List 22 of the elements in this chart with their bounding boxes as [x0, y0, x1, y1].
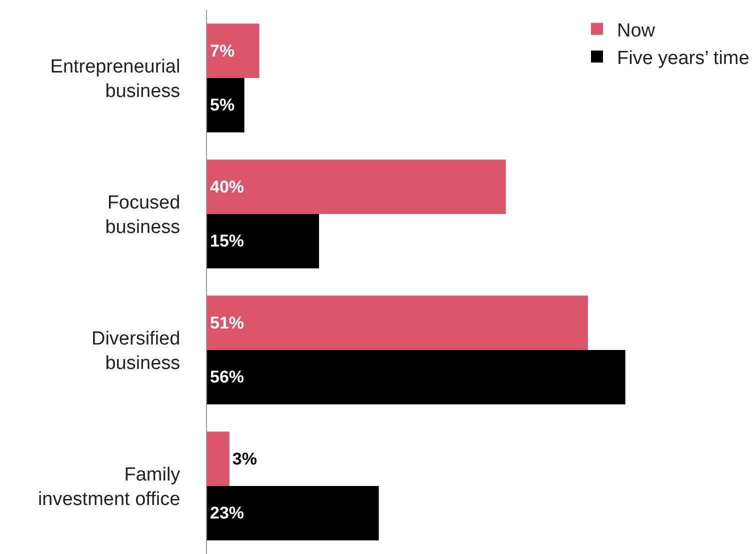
data-label: 5%: [210, 96, 235, 115]
bar: [207, 350, 626, 404]
data-label: 23%: [210, 504, 244, 523]
bar: [207, 24, 260, 78]
bar: [207, 214, 320, 268]
bar: [207, 486, 379, 540]
data-label: 3%: [232, 449, 257, 468]
bar: [207, 78, 244, 132]
data-label: 7%: [210, 41, 235, 60]
data-label: 51%: [210, 313, 244, 332]
bar: [207, 160, 506, 214]
y-tick-label: Entrepreneurial business: [50, 56, 180, 102]
y-tick-label: Family investment office: [38, 464, 181, 510]
y-tick-label: Focused business: [105, 192, 180, 238]
bar: [207, 296, 588, 350]
legend-label: Five years’ time: [617, 48, 750, 69]
data-label: 56%: [210, 368, 244, 387]
legend-label: Now: [617, 20, 656, 42]
data-label: 15%: [210, 232, 244, 251]
data-label: 40%: [210, 177, 244, 196]
bar: [207, 432, 230, 486]
y-tick-label: Diversified business: [91, 328, 180, 374]
